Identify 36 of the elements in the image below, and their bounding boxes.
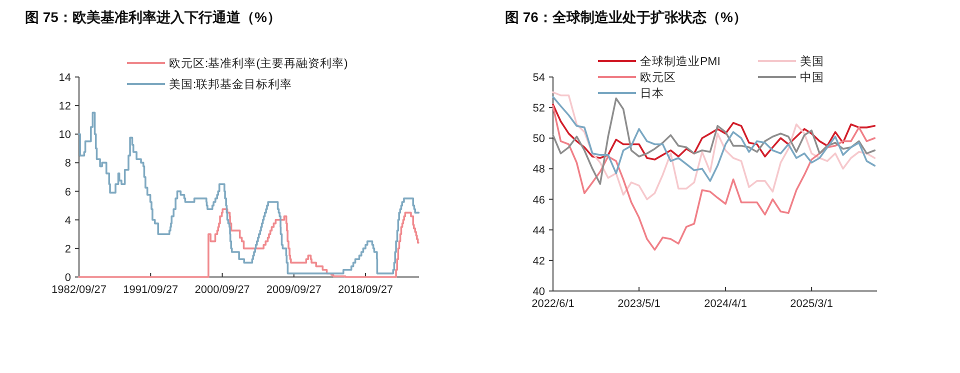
x-tick-label: 2000/09/27: [194, 284, 250, 296]
y-tick-label: 10: [58, 129, 71, 142]
x-tick-label: 2018/09/27: [338, 284, 394, 296]
legend-label: 欧元区:基准利率(主要再融资利率): [169, 56, 348, 70]
x-tick-label: 2025/3/1: [790, 298, 833, 310]
legend-label: 美国:联邦基金目标利率: [169, 77, 292, 91]
x-tick-label: 2023/5/1: [618, 298, 660, 310]
x-tick-label: 2009/09/27: [266, 284, 322, 296]
chart-title: 图 76：全球制造业处于扩张状态（%）: [505, 9, 747, 25]
y-tick-label: 50: [532, 133, 545, 146]
line-series: [552, 104, 876, 160]
y-tick-label: 2: [64, 243, 71, 256]
line-series: [552, 105, 876, 251]
x-tick-label: 1982/09/27: [51, 284, 107, 296]
x-tick-label: 1991/09/27: [123, 284, 178, 296]
legend-label: 日本: [640, 87, 664, 100]
legend-label: 中国: [800, 71, 824, 84]
legend-label: 欧元区: [640, 71, 676, 84]
y-tick-label: 48: [532, 164, 545, 176]
legend-label: 美国: [800, 54, 824, 68]
y-tick-label: 40: [532, 286, 545, 298]
y-tick-label: 52: [532, 102, 545, 115]
x-tick-label: 2022/6/1: [532, 298, 574, 310]
y-tick-label: 8: [64, 158, 71, 170]
y-tick-label: 42: [532, 255, 545, 268]
chart-title: 图 75：欧美基准利率进入下行通道（%）: [25, 9, 281, 25]
y-tick-label: 4: [64, 214, 71, 227]
y-tick-label: 6: [64, 186, 71, 198]
y-tick-label: 0: [64, 272, 71, 284]
x-tick-label: 2024/4/1: [704, 298, 747, 310]
legend-label: 全球制造业PMI: [640, 55, 720, 68]
y-tick-label: 14: [58, 72, 71, 84]
y-tick-label: 44: [532, 224, 545, 237]
y-tick-label: 46: [532, 194, 545, 206]
y-tick-label: 54: [532, 72, 545, 84]
y-tick-label: 12: [58, 100, 71, 113]
